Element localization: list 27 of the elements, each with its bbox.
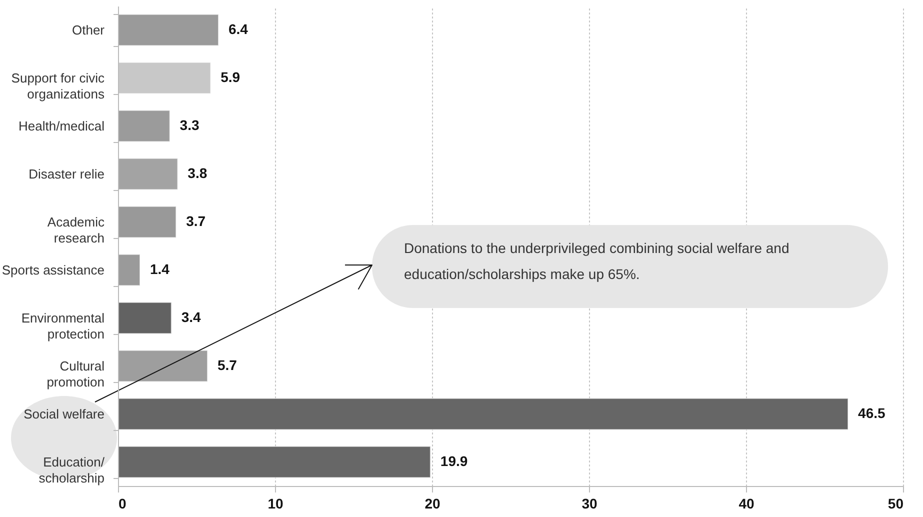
y-tick-label: Environmental protection <box>21 310 105 342</box>
y-tick-label: Other <box>72 22 106 38</box>
data-label: 3.4 <box>181 309 202 325</box>
x-tick-label: 30 <box>582 496 598 512</box>
y-tick-label: Disaster relie <box>28 166 104 182</box>
data-label: 3.7 <box>186 213 206 229</box>
x-tick-label: 40 <box>738 496 754 512</box>
data-label: 5.7 <box>217 357 238 373</box>
data-label: 6.4 <box>228 21 248 37</box>
data-label: 19.9 <box>440 453 468 469</box>
y-tick-label: Support for civic organizations <box>11 70 105 102</box>
data-label: 3.8 <box>188 165 208 181</box>
data-label: 3.3 <box>180 117 200 133</box>
x-tick-label: 10 <box>268 496 284 512</box>
y-tick-label: Academic research <box>47 214 105 246</box>
data-label: 46.5 <box>858 405 886 421</box>
data-label: 5.9 <box>220 69 240 85</box>
annotation: Donations to the underprivileged combining social welfare and education/scholarships make up 65%. <box>404 240 790 282</box>
x-tick-label: 50 <box>888 496 904 512</box>
x-tick-label: 0 <box>118 496 126 512</box>
data-label: 1.4 <box>150 261 170 277</box>
y-tick-label: Cultural promotion <box>46 358 105 390</box>
y-tick-label: Sports assistance <box>2 262 104 278</box>
y-tick-label: Social welfare <box>24 406 104 422</box>
y-tick-label: Education/scholarship <box>38 454 105 486</box>
y-tick-label: Health/medical <box>18 118 105 134</box>
x-tick-label: 20 <box>424 496 440 512</box>
